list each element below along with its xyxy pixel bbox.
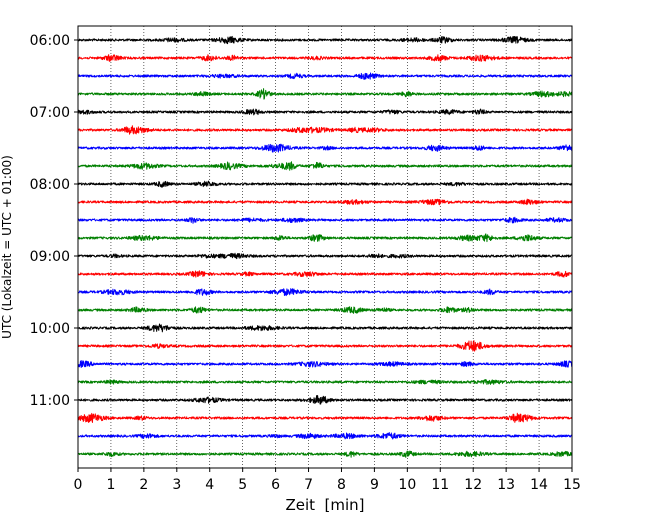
trace-line	[77, 198, 573, 206]
x-tick-label: 15	[563, 477, 581, 493]
x-tick-label: 0	[74, 477, 83, 493]
x-tick-label: 14	[530, 477, 548, 493]
trace-line	[77, 360, 573, 368]
y-tick-label: 11:00	[30, 393, 70, 409]
plot-area-background	[78, 26, 572, 468]
plot-frame	[77, 25, 573, 469]
trace-line	[77, 35, 573, 45]
trace-line	[77, 252, 573, 260]
y-tick-label: 06:00	[30, 33, 70, 49]
x-axis-title: Zeit [min]	[285, 496, 364, 514]
trace-line	[77, 394, 573, 405]
x-tick-label: 8	[337, 477, 346, 493]
x-tick-label: 1	[106, 477, 115, 493]
x-tick-label: 10	[398, 477, 416, 493]
y-tick-label: 08:00	[30, 177, 70, 193]
y-tick-label: 10:00	[30, 321, 70, 337]
x-tick-label: 12	[464, 477, 482, 493]
seismic-traces	[77, 35, 573, 458]
y-axis-ticks: 06:00 07:00 08:00 09:00 10:00 11:00	[30, 33, 78, 409]
y-tick-label: 09:00	[30, 249, 70, 265]
y-tick-label: 07:00	[30, 105, 70, 121]
x-tick-label: 13	[497, 477, 515, 493]
x-tick-label: 4	[205, 477, 214, 493]
trace-line	[77, 161, 573, 171]
trace-line	[77, 340, 573, 352]
trace-line	[77, 88, 573, 100]
trace-line	[77, 216, 573, 224]
x-tick-label: 2	[139, 477, 148, 493]
x-tick-label: 9	[370, 477, 379, 493]
trace-line	[77, 233, 573, 243]
trace-line	[77, 54, 573, 62]
trace-line	[77, 323, 573, 333]
x-tick-label: 3	[172, 477, 181, 493]
trace-line	[77, 72, 573, 80]
trace-line	[77, 125, 573, 135]
trace-line	[77, 379, 573, 385]
trace-line	[77, 450, 573, 458]
y-axis-title: UTC (Lokalzeit = UTC + 01:00)	[0, 155, 14, 339]
trace-line	[77, 431, 573, 440]
x-axis-ticks: 0 1 2 3 4 5 6 7 8 9 10 11 12 13 14 15	[74, 468, 581, 493]
x-tick-label: 6	[271, 477, 280, 493]
trace-line	[77, 270, 573, 278]
trace-line	[77, 412, 573, 423]
x-tick-label: 7	[304, 477, 313, 493]
trace-line	[77, 288, 573, 297]
trace-line	[77, 143, 573, 153]
x-tick-label: 5	[238, 477, 247, 493]
trace-line	[77, 306, 573, 314]
x-tick-label: 11	[431, 477, 449, 493]
trace-line	[77, 180, 573, 188]
trace-line	[77, 108, 573, 116]
